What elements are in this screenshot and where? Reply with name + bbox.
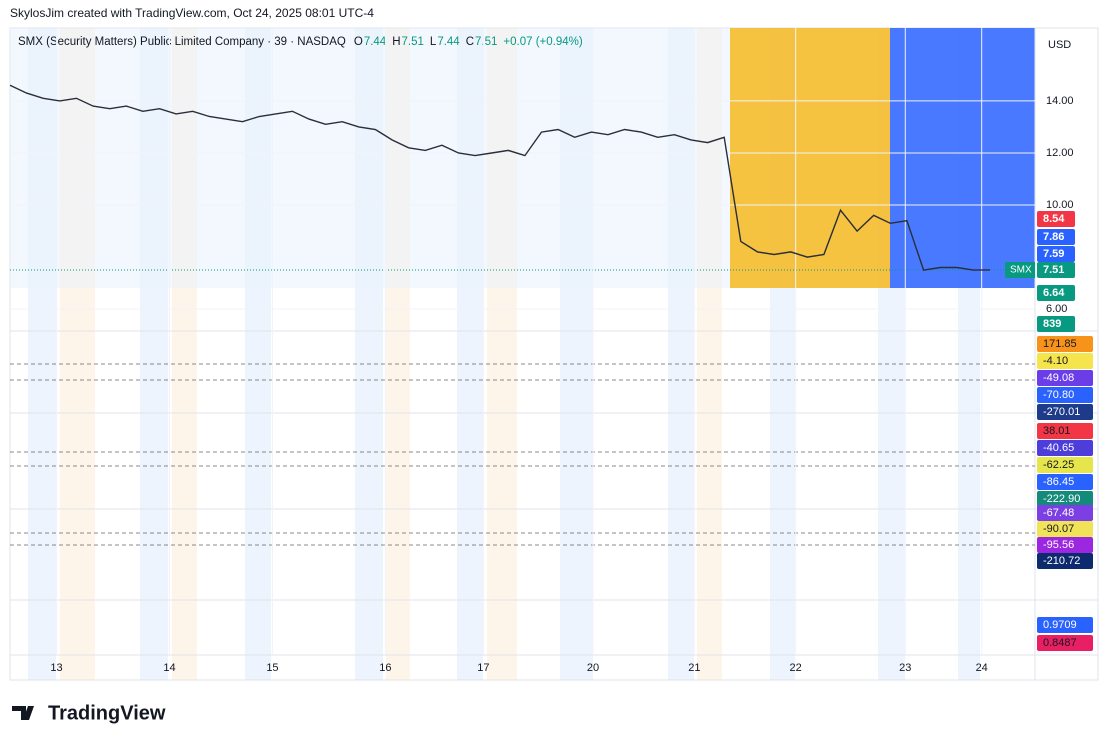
- price-label-bg: [1037, 316, 1075, 332]
- pane-label-bg: [1037, 336, 1093, 352]
- change: +0.07 (+0.94%): [503, 36, 582, 48]
- ohlc-value: 7.51: [475, 36, 497, 48]
- symbol-badge-text: SMX: [1010, 265, 1032, 276]
- pane-label-bg: [1037, 491, 1093, 507]
- symbol-title: SMX (Security Matters) Public Limited Co…: [18, 36, 346, 48]
- pane-label: -4.10: [1043, 355, 1068, 367]
- pane-label: -86.45: [1043, 476, 1074, 488]
- pane-label: -270.01: [1043, 406, 1080, 418]
- pane-levels: [10, 363, 1035, 546]
- y-tick-label: 12.00: [1046, 147, 1074, 159]
- pane-label: -210.72: [1043, 555, 1080, 567]
- pane-label-bg: [1037, 521, 1093, 537]
- y-tick-label: 10.00: [1046, 199, 1074, 211]
- ohlc-key: O: [354, 36, 363, 48]
- pane-label-bg: [1037, 440, 1093, 456]
- currency[interactable]: USD: [1048, 39, 1071, 51]
- pane-label: -222.90: [1043, 493, 1080, 505]
- ohlc-key: C: [466, 36, 474, 48]
- price-label-bg: [1037, 211, 1075, 227]
- pane-label: -70.80: [1043, 389, 1074, 401]
- x-tick-label: 14: [163, 662, 175, 674]
- price-label-bg: [1037, 246, 1075, 262]
- y-tick-label: 6.00: [1046, 303, 1067, 315]
- y-tick-label: 14.00: [1046, 95, 1074, 107]
- price-label: 7.59: [1043, 248, 1064, 260]
- pane-label: 0.8487: [1043, 637, 1077, 649]
- price-label: 8.54: [1043, 213, 1065, 225]
- ohlc-key: L: [430, 36, 437, 48]
- price-label: 839: [1043, 318, 1061, 330]
- pane-label-bg: [1037, 553, 1093, 569]
- x-tick-label: 13: [50, 662, 62, 674]
- range-box: [890, 28, 1035, 288]
- pane-label: -62.25: [1043, 459, 1074, 471]
- pane-label-bg: [1037, 617, 1093, 633]
- x-tick-label: 17: [477, 662, 489, 674]
- pane-label: 38.01: [1043, 425, 1071, 437]
- ohlc-value: 7.51: [402, 36, 424, 48]
- x-tick-label: 20: [587, 662, 599, 674]
- pane-label-bg: [1037, 353, 1093, 369]
- price-label-bg: [1037, 229, 1075, 245]
- pane-label-bg: [1037, 537, 1093, 553]
- footer-logo: [12, 706, 34, 720]
- pane-label: -49.08: [1043, 372, 1074, 384]
- symbol-badge: [1005, 262, 1035, 278]
- ohlc-value: 7.44: [364, 36, 387, 48]
- price-label-bg: [1037, 262, 1075, 278]
- brand: TradingView: [48, 702, 166, 724]
- x-tick-label: 23: [899, 662, 911, 674]
- pane-label-bg: [1037, 635, 1093, 651]
- pane-label-bg: [1037, 404, 1093, 420]
- pane-label: -40.65: [1043, 442, 1074, 454]
- pane-label-bg: [1037, 505, 1093, 521]
- pane-label-bg: [1037, 370, 1093, 386]
- pane-label: -90.07: [1043, 523, 1074, 535]
- pane-label: -67.48: [1043, 507, 1074, 519]
- pane-label-bg: [1037, 387, 1093, 403]
- pane-label-bg: [1037, 474, 1093, 490]
- pane-label: 0.9709: [1043, 619, 1077, 631]
- price-label: 6.64: [1043, 287, 1065, 299]
- ohlc-key: H: [392, 36, 400, 48]
- range-box: [730, 28, 890, 288]
- x-tick-label: 22: [790, 662, 802, 674]
- byline: SkylosJim created with TradingView.com, …: [10, 6, 374, 20]
- x-tick-label: 16: [379, 662, 391, 674]
- x-tick-label: 21: [688, 662, 700, 674]
- ohlc-value: 7.44: [437, 36, 460, 48]
- price-line: [9, 84, 991, 271]
- pane-label-bg: [1037, 423, 1093, 439]
- price-label-bg: [1037, 285, 1075, 301]
- x-tick-label: 15: [266, 662, 278, 674]
- x-tick-label: 24: [976, 662, 988, 674]
- pane-label: 171.85: [1043, 338, 1077, 350]
- range-box: [10, 28, 730, 288]
- price-label: 7.86: [1043, 231, 1064, 243]
- price-label: 7.51: [1043, 264, 1064, 276]
- pane-label: -95.56: [1043, 539, 1074, 551]
- pane-label-bg: [1037, 457, 1093, 473]
